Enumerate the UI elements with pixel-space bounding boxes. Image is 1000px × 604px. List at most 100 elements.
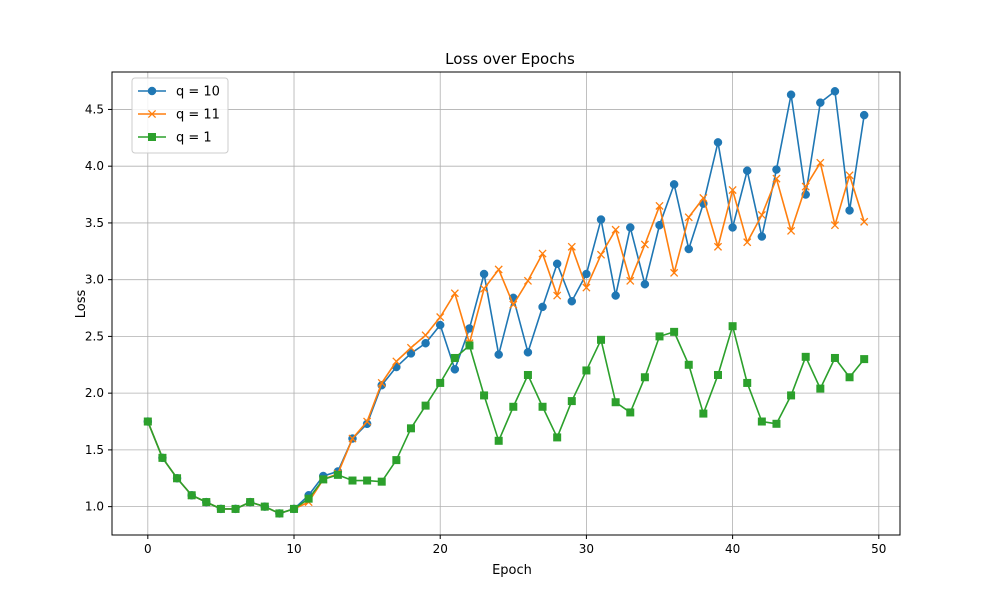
data-point (582, 283, 591, 292)
data-point (757, 210, 766, 220)
data-point (187, 491, 196, 500)
data-point (845, 373, 854, 382)
series-layer (143, 87, 869, 518)
data-point (363, 476, 372, 485)
legend-label: q = 1 (176, 131, 212, 146)
data-point (450, 365, 460, 374)
data-point (859, 110, 869, 120)
axis-ticks: 0 10 20 30 40 50 1.0 1.5 2.0 2.5 3.0 3.5 4.0 4.5 (85, 102, 887, 556)
data-point (611, 291, 620, 300)
data-point (567, 397, 576, 406)
data-point (713, 370, 722, 379)
data-point (713, 242, 723, 251)
plot-frame (111, 71, 901, 536)
data-point (216, 504, 225, 513)
data-point (597, 335, 606, 344)
data-point (465, 341, 474, 350)
data-point (655, 201, 664, 210)
data-point (260, 502, 269, 511)
data-point (699, 193, 708, 203)
data-point (743, 238, 752, 247)
legend: q = 10 q = 11 q = 1 (131, 77, 229, 154)
data-point (406, 349, 416, 358)
legend-swatch-marker (147, 109, 157, 119)
data-point (640, 240, 649, 249)
data-point (231, 504, 240, 513)
data-point (567, 296, 577, 306)
y-tick-label: 3.5 (85, 216, 104, 230)
data-point (509, 402, 518, 411)
data-point (670, 327, 679, 336)
data-point (552, 259, 562, 269)
data-point (787, 226, 796, 235)
data-point (626, 276, 635, 285)
y-tick-label: 3.0 (85, 273, 104, 287)
data-point (538, 402, 547, 411)
y-tick-label: 2.0 (85, 386, 104, 400)
data-point (611, 225, 620, 234)
y-tick-label: 4.0 (85, 159, 104, 173)
data-point (640, 279, 650, 289)
data-point (392, 456, 401, 465)
data-point (596, 215, 606, 224)
data-point (713, 138, 723, 147)
series-q-1 (143, 322, 869, 518)
data-point (523, 276, 532, 285)
x-tick-label: 40 (725, 542, 740, 556)
data-point (787, 391, 796, 400)
data-point (363, 417, 372, 426)
y-tick-label: 4.5 (85, 102, 104, 116)
data-point (845, 206, 854, 215)
y-axis-label: Loss (74, 290, 89, 319)
data-point (246, 498, 255, 507)
legend-label: q = 11 (176, 108, 220, 123)
data-point (523, 370, 532, 379)
data-point (435, 320, 445, 330)
data-point (538, 249, 547, 258)
grid (112, 72, 900, 535)
data-point (450, 289, 459, 298)
data-point (845, 171, 854, 180)
data-point (801, 182, 810, 191)
data-point (377, 378, 386, 387)
data-point (611, 398, 620, 407)
legend-item: q = 11 (138, 108, 220, 123)
x-tick-label: 50 (871, 542, 886, 556)
data-point (816, 384, 825, 393)
data-point (830, 353, 839, 362)
data-point (757, 232, 767, 241)
legend-item: q = 10 (138, 85, 220, 100)
data-point (669, 180, 679, 189)
data-point (670, 268, 679, 277)
data-point (348, 476, 357, 485)
data-point (392, 357, 401, 366)
data-point (684, 360, 693, 369)
data-point (772, 174, 781, 183)
chart-title: Loss over Epochs (445, 50, 575, 68)
y-tick-label: 2.5 (85, 329, 104, 343)
data-point (626, 223, 635, 232)
data-point (772, 419, 781, 428)
data-point (538, 302, 547, 312)
data-point (480, 284, 489, 293)
data-point (772, 165, 781, 174)
data-point (640, 373, 649, 382)
data-point (480, 391, 489, 400)
data-point (860, 217, 869, 226)
data-point (406, 424, 415, 433)
legend-swatch-marker (148, 133, 156, 141)
data-point (158, 453, 167, 462)
data-point (421, 401, 430, 410)
legend-swatch-marker (147, 86, 157, 96)
x-axis-label: Epoch (492, 563, 532, 578)
x-tick-label: 10 (286, 542, 301, 556)
data-point (319, 475, 328, 484)
data-point (728, 223, 737, 232)
data-point (436, 313, 445, 322)
data-point (406, 343, 416, 352)
data-point (582, 269, 591, 279)
x-tick-label: 0 (144, 542, 152, 556)
data-point (728, 322, 737, 331)
data-point (699, 409, 708, 418)
